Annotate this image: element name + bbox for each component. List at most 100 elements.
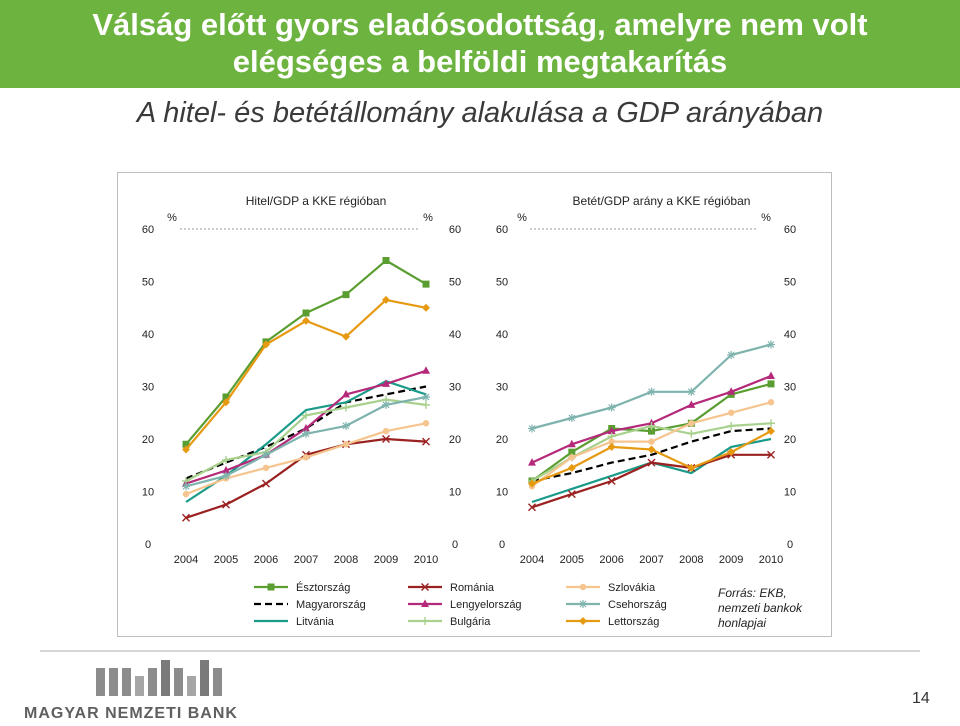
chart1-data-point xyxy=(422,303,430,312)
chart2-ytick-right: 20 xyxy=(784,434,796,446)
chart2-data-point xyxy=(528,479,536,488)
chart2-title: Betét/GDP arány a KKE régióban xyxy=(573,194,751,208)
chart1-data-point xyxy=(182,445,190,454)
source-note: Forrás: EKB, nemzeti bankok honlapjai xyxy=(718,586,818,631)
chart2-ytick-left: 10 xyxy=(496,487,508,499)
legend-label: Szlovákia xyxy=(608,582,656,594)
chart2-data-point xyxy=(687,387,696,396)
chart1-ytick-left: 10 xyxy=(142,487,154,499)
chart1-xtick: 2006 xyxy=(254,554,278,566)
legend-label: Lengyelország xyxy=(450,599,522,611)
chart2-series-line xyxy=(531,427,772,483)
chart1-data-point xyxy=(382,379,390,387)
chart2-data-point xyxy=(687,429,696,438)
chart1-data-point xyxy=(422,437,430,446)
chart1-left-unit: % xyxy=(167,212,177,224)
chart1-data-point xyxy=(342,441,350,448)
chart1-xtick: 2010 xyxy=(414,554,438,566)
chart1-data-point xyxy=(382,400,390,409)
charts-svg: Hitel/GDP a KKE régióban% % 0 0 10 10 20 20 30 30… xyxy=(142,194,796,628)
chart2-ytick-left: 30 xyxy=(496,382,508,394)
chart1-ytick-right: 30 xyxy=(449,382,461,394)
chart1-data-point xyxy=(382,295,390,304)
chart2-ytick-left: 20 xyxy=(496,434,508,446)
chart1-data-point xyxy=(342,291,350,299)
chart1-data-point xyxy=(302,424,310,432)
chart1-title: Hitel/GDP a KKE régióban xyxy=(246,194,387,208)
legend-label: Litvánia xyxy=(296,616,335,628)
chart-frame: Hitel/GDP a KKE régióban%% 0 0 10 10 20 20 30 30… xyxy=(117,172,832,637)
chart2-data-point xyxy=(607,403,616,412)
chart1-data-point xyxy=(342,389,350,398)
chart1-ytick-right: 10 xyxy=(449,487,461,499)
chart2-data-point xyxy=(767,371,775,379)
chart2-data-point xyxy=(528,503,536,512)
legend-label: Lettország xyxy=(608,616,659,628)
chart1-xtick: 2007 xyxy=(294,554,318,566)
chart2-data-point xyxy=(607,477,616,485)
chart2-data-point xyxy=(687,463,696,472)
chart1-data-point xyxy=(342,421,350,430)
chart1-data-point xyxy=(382,435,390,443)
chart1-ytick-left: 0 xyxy=(145,539,151,551)
footer-divider xyxy=(40,650,920,652)
legend-marker xyxy=(579,583,587,591)
chart2-data-point xyxy=(727,409,735,416)
chart2-data-point xyxy=(647,458,656,467)
chart2-ytick-right: 60 xyxy=(784,224,796,236)
chart1-data-point xyxy=(182,440,190,448)
chart1-xtick: 2005 xyxy=(214,554,238,566)
page-number: 14 xyxy=(912,690,930,707)
chart2-data-point xyxy=(767,380,775,388)
chart1-ytick-left: 20 xyxy=(142,434,154,446)
source-line2: nemzeti bankok xyxy=(718,601,803,615)
chart2-data-point xyxy=(727,448,736,457)
chart2-series-line xyxy=(531,343,772,430)
chart1-xtick: 2008 xyxy=(334,554,358,566)
chart2-data-point xyxy=(688,420,695,427)
chart2-data-point xyxy=(767,450,775,459)
bank-logo-icon xyxy=(96,660,222,696)
legend-label: Magyarország xyxy=(296,599,366,611)
slide-title-line1: Válság előtt gyors eladósodottság, amely… xyxy=(92,7,868,42)
chart1-ytick-left: 60 xyxy=(142,224,154,236)
legend-label: Észtország xyxy=(296,581,350,594)
chart2-data-point xyxy=(687,400,696,408)
chart2-ytick-right: 50 xyxy=(784,277,796,289)
chart1-data-point xyxy=(262,464,270,472)
chart2-ytick-left: 40 xyxy=(496,329,508,341)
chart1-data-point xyxy=(342,332,350,341)
chart2-left-unit: % xyxy=(517,212,527,224)
chart2-data-point xyxy=(567,463,576,472)
chart2-data-point xyxy=(727,351,736,359)
legend-label: Bulgária xyxy=(450,616,491,628)
chart2-data-point xyxy=(767,427,775,436)
legend-marker xyxy=(579,600,587,608)
chart1-data-point xyxy=(262,450,270,459)
slide-title-line2: elégséges a belföldi megtakarítás xyxy=(232,44,728,79)
chart1-data-point xyxy=(222,500,230,509)
chart1-xtick: 2009 xyxy=(374,554,398,566)
chart2-right-unit: % xyxy=(761,212,771,224)
chart2-data-point xyxy=(727,387,736,395)
chart2-ytick-left: 0 xyxy=(499,539,505,551)
chart1-data-point xyxy=(342,403,350,412)
chart1-data-point xyxy=(302,411,310,420)
chart2-xtick: 2008 xyxy=(679,554,703,566)
chart1-ytick-right: 60 xyxy=(449,224,461,236)
chart2-xtick: 2010 xyxy=(759,554,783,566)
chart2-data-point xyxy=(567,490,576,499)
chart1-data-point xyxy=(182,490,190,498)
chart2-ytick-right: 0 xyxy=(787,539,793,551)
chart1-data-point xyxy=(182,513,190,522)
chart1-data-point xyxy=(222,398,230,407)
chart2-ytick-left: 60 xyxy=(496,224,508,236)
chart1-data-point xyxy=(222,466,230,474)
chart2-data-point xyxy=(567,414,576,422)
source-line3: honlapjai xyxy=(718,616,767,630)
chart1-ytick-left: 30 xyxy=(142,382,154,394)
chart1-data-point xyxy=(262,479,270,488)
chart2-ytick-right: 10 xyxy=(784,487,796,499)
chart1-ytick-left: 50 xyxy=(142,277,154,289)
legend-marker xyxy=(267,583,275,591)
